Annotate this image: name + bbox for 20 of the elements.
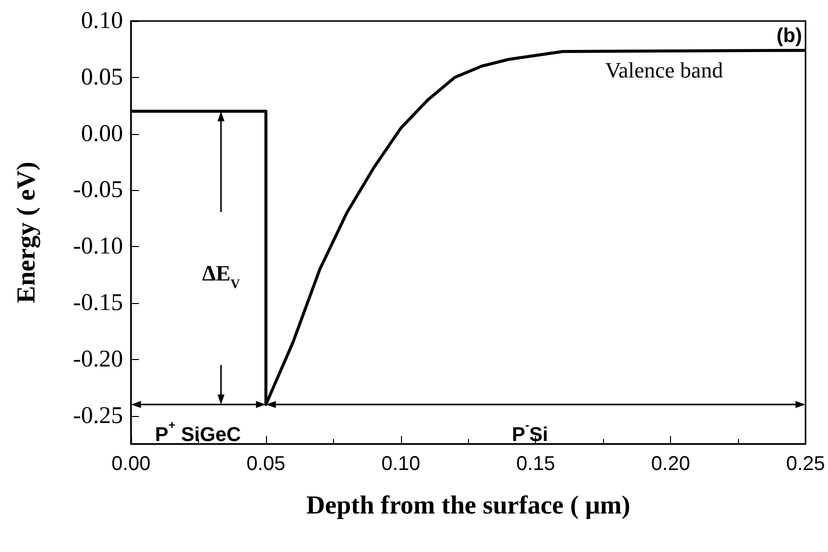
annotation: P+ SiGeC bbox=[155, 418, 241, 446]
y-tick-label: -0.20 bbox=[73, 346, 123, 372]
y-tick-label: -0.15 bbox=[73, 290, 123, 316]
y-tick-label: 0.10 bbox=[81, 8, 123, 34]
x-tick-label: 0.25 bbox=[786, 453, 826, 475]
y-tick-label: -0.05 bbox=[73, 177, 123, 204]
y-tick-label: -0.10 bbox=[73, 234, 123, 260]
y-tick-label: 0.00 bbox=[81, 120, 123, 147]
x-tick-label: 0.20 bbox=[651, 453, 690, 475]
y-axis-title: Energy ( eV) bbox=[12, 162, 40, 304]
x-tick-label: 0.15 bbox=[516, 453, 556, 475]
annotation: (b) bbox=[776, 25, 802, 47]
x-tick-label: 0.00 bbox=[112, 453, 150, 475]
x-tick-label: 0.05 bbox=[246, 453, 286, 475]
y-tick-label: 0.05 bbox=[81, 64, 123, 90]
x-tick-label: 0.10 bbox=[381, 453, 420, 475]
annotation: Valence band bbox=[605, 58, 723, 82]
annotation: P-Si bbox=[512, 418, 548, 446]
y-tick-label: -0.25 bbox=[73, 402, 123, 429]
x-axis-title: Depth from the surface ( μm) bbox=[306, 490, 630, 520]
